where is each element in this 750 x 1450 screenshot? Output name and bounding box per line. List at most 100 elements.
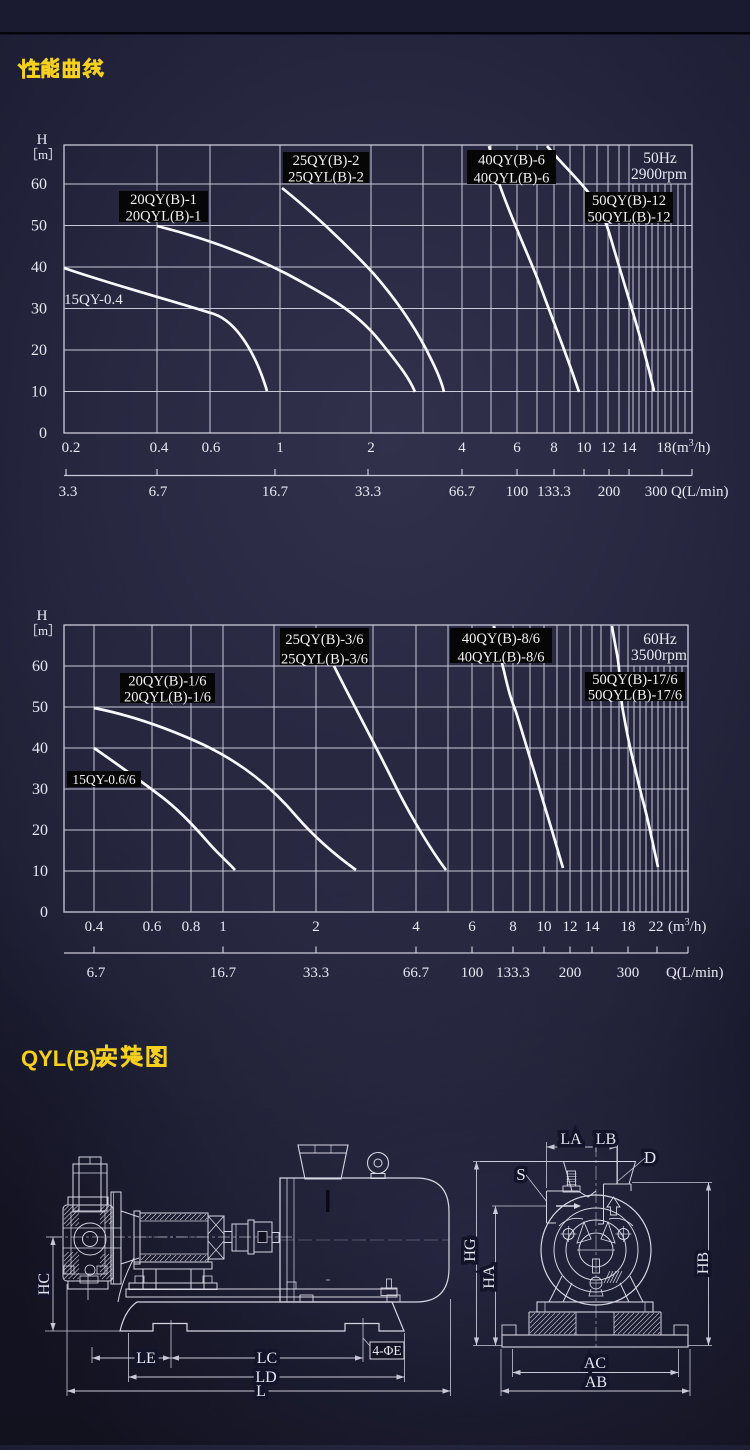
- svg-text:0.6: 0.6: [202, 440, 221, 456]
- svg-text:D: D: [644, 1148, 656, 1167]
- svg-text:1: 1: [276, 440, 284, 456]
- svg-text:0.4: 0.4: [85, 919, 104, 935]
- svg-text:HC: HC: [36, 1273, 53, 1295]
- svg-text:33.3: 33.3: [303, 965, 329, 981]
- svg-text:22: 22: [649, 919, 664, 935]
- svg-text:0.6: 0.6: [143, 919, 162, 935]
- svg-text:0: 0: [39, 425, 47, 442]
- svg-text:6: 6: [468, 919, 476, 935]
- svg-text:3500rpm: 3500rpm: [631, 647, 687, 664]
- svg-text:60Hz: 60Hz: [643, 631, 677, 648]
- svg-text:HG: HG: [462, 1238, 479, 1262]
- svg-text:4-ΦE: 4-ΦE: [372, 1343, 401, 1358]
- svg-text:12: 12: [563, 919, 578, 935]
- svg-text:14: 14: [585, 919, 601, 935]
- svg-text:50: 50: [32, 699, 48, 716]
- svg-text:66.7: 66.7: [403, 965, 430, 981]
- svg-text:6: 6: [513, 440, 521, 456]
- svg-text:300: 300: [617, 965, 640, 981]
- svg-text:Q(L/min): Q(L/min): [666, 965, 724, 981]
- svg-text:50Hz: 50Hz: [643, 150, 677, 167]
- svg-text:50: 50: [31, 218, 47, 235]
- svg-text:100: 100: [506, 484, 529, 500]
- svg-text:2: 2: [367, 440, 375, 456]
- svg-text:20QY(B)-1: 20QY(B)-1: [130, 192, 197, 208]
- svg-text:25QYL(B)-3/6: 25QYL(B)-3/6: [281, 652, 368, 668]
- svg-text:18: 18: [657, 440, 672, 456]
- svg-text:20: 20: [32, 822, 48, 839]
- svg-text:10: 10: [31, 384, 47, 401]
- svg-text:133.3: 133.3: [496, 965, 530, 981]
- svg-text:50QY(B)-12: 50QY(B)-12: [592, 193, 666, 209]
- svg-text:50QY(B)-17/6: 50QY(B)-17/6: [592, 672, 677, 688]
- svg-text:40: 40: [32, 740, 48, 757]
- svg-text:12: 12: [601, 440, 616, 456]
- svg-text:QYL(B): QYL(B): [21, 1046, 97, 1071]
- svg-text:50QYL(B)-12: 50QYL(B)-12: [588, 210, 671, 226]
- svg-text:LB: LB: [596, 1131, 616, 1148]
- svg-text:1: 1: [219, 919, 227, 935]
- svg-text:0.2: 0.2: [62, 440, 81, 456]
- svg-text:［m］: ［m］: [25, 623, 61, 638]
- svg-text:25QY(B)-2: 25QY(B)-2: [293, 153, 360, 169]
- svg-text:8: 8: [509, 919, 517, 935]
- svg-text:4: 4: [412, 919, 420, 935]
- svg-text:L: L: [256, 1383, 266, 1400]
- svg-text:133.3: 133.3: [537, 484, 571, 500]
- svg-text:0.8: 0.8: [182, 919, 201, 935]
- svg-text:10: 10: [577, 440, 592, 456]
- svg-text:AB: AB: [585, 1374, 607, 1391]
- svg-text:6.7: 6.7: [149, 484, 168, 500]
- svg-text:20: 20: [31, 342, 47, 359]
- svg-text:6.7: 6.7: [87, 965, 106, 981]
- svg-text:0: 0: [40, 904, 48, 921]
- svg-text:40QYL(B)-6: 40QYL(B)-6: [474, 171, 550, 187]
- svg-text:H: H: [37, 608, 48, 624]
- svg-text:20QYL(B)-1: 20QYL(B)-1: [126, 209, 202, 225]
- svg-text:40QY(B)-8/6: 40QY(B)-8/6: [462, 631, 540, 647]
- svg-text:AC: AC: [584, 1355, 606, 1372]
- svg-text:25QY(B)-3/6: 25QY(B)-3/6: [285, 632, 363, 648]
- svg-text:100: 100: [461, 965, 484, 981]
- svg-text:LA: LA: [560, 1131, 582, 1148]
- svg-text:8: 8: [550, 440, 558, 456]
- svg-text:15QY-0.6/6: 15QY-0.6/6: [72, 772, 136, 787]
- svg-text:(m3/h): (m3/h): [672, 438, 710, 456]
- svg-text:50QYL(B)-17/6: 50QYL(B)-17/6: [588, 688, 682, 704]
- svg-text:LC: LC: [257, 1350, 277, 1367]
- svg-text:［m］: ［m］: [25, 147, 61, 162]
- svg-text:2900rpm: 2900rpm: [631, 166, 687, 183]
- svg-text:40QYL(B)-8/6: 40QYL(B)-8/6: [458, 650, 545, 666]
- svg-text:HB: HB: [695, 1252, 712, 1274]
- svg-text:14: 14: [622, 440, 638, 456]
- svg-text:S: S: [516, 1165, 525, 1184]
- svg-text:60: 60: [31, 176, 47, 193]
- svg-text:16.7: 16.7: [262, 484, 289, 500]
- svg-text:30: 30: [31, 301, 47, 318]
- svg-text:LE: LE: [136, 1350, 156, 1367]
- svg-text:200: 200: [598, 484, 621, 500]
- svg-text:25QYL(B)-2: 25QYL(B)-2: [288, 170, 364, 186]
- svg-text:10: 10: [32, 863, 48, 880]
- svg-text:16.7: 16.7: [210, 965, 237, 981]
- svg-text:15QY-0.4: 15QY-0.4: [64, 292, 123, 308]
- svg-text:60: 60: [32, 658, 48, 675]
- svg-text:(m3/h): (m3/h): [668, 917, 706, 935]
- svg-text:40QY(B)-6: 40QY(B)-6: [478, 153, 545, 169]
- svg-text:4: 4: [458, 440, 466, 456]
- svg-text:20QYL(B)-1/6: 20QYL(B)-1/6: [124, 690, 211, 706]
- svg-text:33.3: 33.3: [355, 484, 381, 500]
- svg-text:Q(L/min): Q(L/min): [671, 484, 729, 500]
- svg-text:3.3: 3.3: [59, 484, 78, 500]
- svg-text:30: 30: [32, 781, 48, 798]
- svg-text:20QY(B)-1/6: 20QY(B)-1/6: [128, 674, 206, 690]
- svg-text:HA: HA: [481, 1265, 498, 1289]
- svg-text:66.7: 66.7: [449, 484, 476, 500]
- svg-text:10: 10: [537, 919, 552, 935]
- svg-text:40: 40: [31, 259, 47, 276]
- svg-text:18: 18: [621, 919, 636, 935]
- svg-text:2: 2: [312, 919, 320, 935]
- svg-text:200: 200: [559, 965, 582, 981]
- svg-text:LD: LD: [255, 1369, 276, 1386]
- svg-text:300: 300: [645, 484, 668, 500]
